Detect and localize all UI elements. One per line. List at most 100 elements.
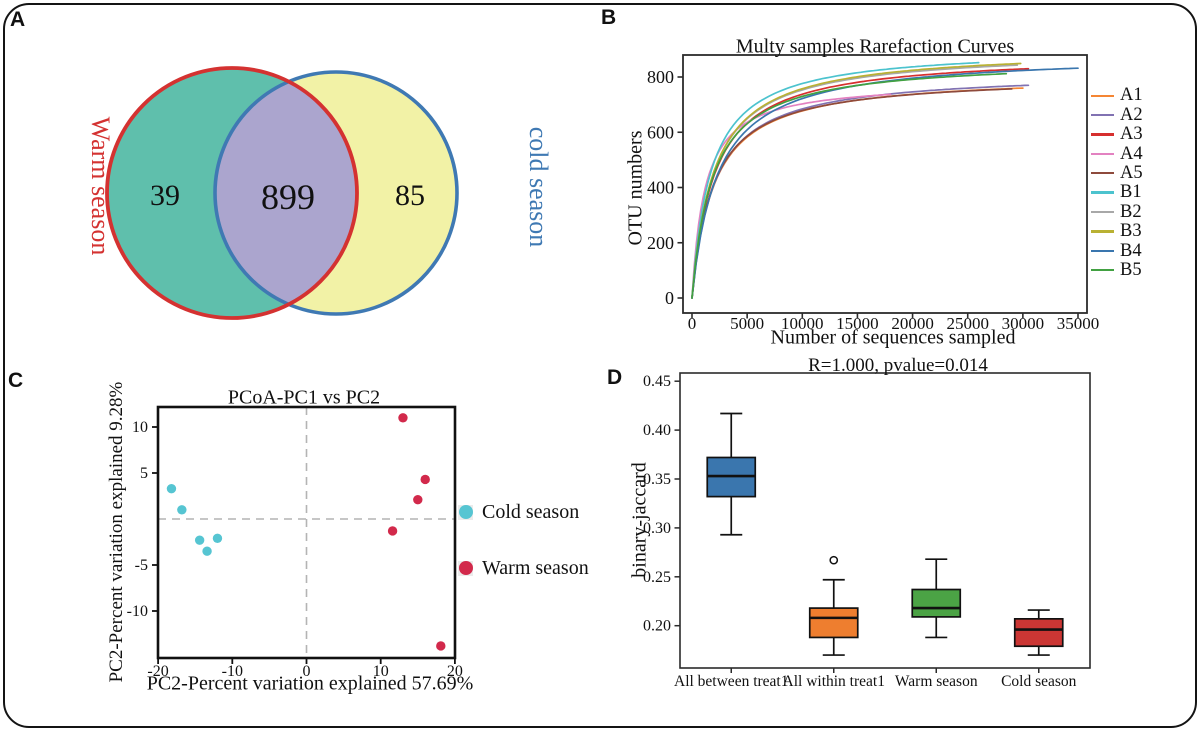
svg-text:-20: -20 <box>147 663 168 680</box>
rarefaction-title: Multy samples Rarefaction Curves <box>735 35 1015 58</box>
boxplot-axes-box <box>679 372 1091 669</box>
pcoa-points-warm-season <box>387 413 446 651</box>
legend-line-A5 <box>1091 172 1114 175</box>
svg-text:Warm season: Warm season <box>895 673 978 690</box>
boxplot-ylabel: binary-jaccard <box>628 462 651 578</box>
svg-text:800: 800 <box>647 67 674 87</box>
legend-line-B1 <box>1091 191 1114 194</box>
svg-text:5: 5 <box>140 465 148 482</box>
data-point <box>398 413 408 423</box>
pcoa-title: PCoA-PC1 vs PC2 <box>227 386 381 409</box>
rarefaction-axes-box <box>682 54 1088 314</box>
venn-cold-label: cold season <box>524 126 553 248</box>
data-point <box>212 533 223 544</box>
svg-text:-10: -10 <box>222 663 243 680</box>
legend-item-A5: A5 <box>1091 164 1143 183</box>
svg-text:0.20: 0.20 <box>643 618 671 635</box>
legend-label-A5: A5 <box>1120 163 1143 183</box>
data-point <box>177 505 187 515</box>
legend-label-B5: B5 <box>1120 259 1142 280</box>
rarefaction-curve-A5 <box>691 88 1013 299</box>
svg-text:600: 600 <box>647 122 674 142</box>
venn-warm-circle-outline <box>105 66 359 320</box>
svg-text:-10: -10 <box>127 603 148 620</box>
rarefaction-curve-A1 <box>691 87 1024 299</box>
svg-text:35000: 35000 <box>1057 314 1100 333</box>
box-all-within-treat1 <box>808 555 859 656</box>
legend-item-A1: A1 <box>1091 86 1143 105</box>
legend-label-A3: A3 <box>1120 124 1143 145</box>
legend-item-B4: B4 <box>1091 241 1143 260</box>
svg-text:0.40: 0.40 <box>643 422 671 439</box>
outlier-point <box>829 555 839 565</box>
rarefaction-ylabel: OTU numbers <box>624 130 647 246</box>
rarefaction-ticks: 0 5000 10000 15000 20000 25000 30000 35000 0 200 4… <box>647 67 1099 333</box>
venn-intersection <box>215 72 357 314</box>
box-all-between-treat1 <box>706 412 757 536</box>
rarefaction-curve-A2 <box>691 84 1030 299</box>
legend-item-A3: A3 <box>1091 125 1143 144</box>
legend-item-B5: B5 <box>1091 261 1143 280</box>
svg-text:20000: 20000 <box>891 314 934 333</box>
legend-line-A4 <box>1091 152 1114 156</box>
svg-text:Cold season: Cold season <box>1001 673 1077 690</box>
legend-label-B2: B2 <box>1120 201 1142 222</box>
legend-line-A1 <box>1091 94 1114 97</box>
svg-text:All between treat1: All between treat1 <box>674 673 788 690</box>
rarefaction-curve-A3 <box>691 67 1030 299</box>
svg-text:0: 0 <box>665 288 674 308</box>
legend-item-cold-season: Cold season <box>458 500 579 524</box>
svg-text:10: 10 <box>373 663 389 680</box>
venn-cold-only-count: 85 <box>395 179 425 212</box>
venn-warm-only-count: 39 <box>150 179 180 212</box>
data-point <box>387 526 398 536</box>
boxplot-ticks: 0.20 0.25 0.30 0.35 0.40 0.45 All between trea… <box>643 373 1077 690</box>
legend-label-B4: B4 <box>1120 240 1142 261</box>
pcoa-xlabel: PC2-Percent variation explained 57.69% <box>146 672 474 695</box>
legend-item-A2: A2 <box>1091 105 1143 124</box>
boxplot-title: R=1.000, pvalue=0.014 <box>808 355 988 376</box>
venn-warm-label: Warm season <box>86 116 115 256</box>
venn-cold-circle-outline <box>213 70 459 316</box>
legend-dot <box>458 561 473 575</box>
box-warm-season <box>911 558 962 639</box>
legend-label-A1: A1 <box>1120 85 1143 106</box>
svg-text:0.35: 0.35 <box>643 471 671 488</box>
svg-text:0.45: 0.45 <box>643 373 671 390</box>
svg-text:0.25: 0.25 <box>643 569 671 586</box>
legend-chip <box>458 560 473 576</box>
svg-text:15000: 15000 <box>836 314 879 333</box>
pcoa-chart: -20 -10 0 10 20 10 5 -5 -10 <box>127 405 463 680</box>
data-point <box>202 546 212 556</box>
jaccard-boxplot: 0.20 0.25 0.30 0.35 0.40 0.45 All between trea… <box>643 372 1091 690</box>
pcoa-ylabel: PC2-Percent variation explained 9.28% <box>106 381 127 683</box>
svg-text:25000: 25000 <box>946 314 989 333</box>
legend-line-B4 <box>1091 249 1114 253</box>
data-point <box>194 535 205 545</box>
legend-item-B1: B1 <box>1091 183 1143 202</box>
svg-text:20: 20 <box>447 663 463 680</box>
svg-text:All within treat1: All within treat1 <box>783 673 885 690</box>
rarefaction-curve-B5 <box>691 72 1008 299</box>
legend-chip <box>458 504 473 520</box>
legend-label-A4: A4 <box>1120 143 1143 164</box>
rarefaction-curve-A4 <box>691 93 892 299</box>
svg-text:0: 0 <box>688 314 697 333</box>
legend-label-A2: A2 <box>1120 104 1143 125</box>
data-point <box>413 494 423 505</box>
legend-label-B1: B1 <box>1120 182 1142 203</box>
legend-item-B3: B3 <box>1091 222 1143 241</box>
svg-text:400: 400 <box>647 178 674 198</box>
panel-d-label: D <box>607 366 623 389</box>
legend-line-A2 <box>1091 113 1114 117</box>
data-point <box>436 641 446 651</box>
legend-dot <box>458 505 473 519</box>
data-point <box>420 474 430 485</box>
legend-line-B3 <box>1091 230 1114 233</box>
venn-diagram <box>105 66 459 320</box>
rarefaction-legend: A1 A2 A3 A4 A5 B1 B2 B3 B4 B5 <box>1091 86 1143 280</box>
svg-text:0: 0 <box>303 663 311 680</box>
svg-text:5000: 5000 <box>730 314 764 333</box>
